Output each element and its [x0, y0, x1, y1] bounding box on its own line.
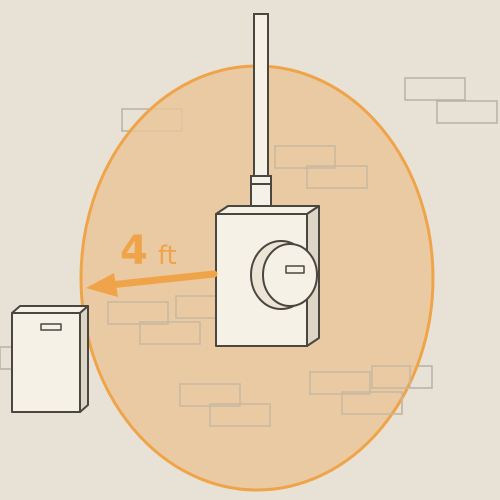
distance-label: 4 ft — [120, 228, 177, 274]
brick — [371, 365, 411, 389]
nearby-box-slot — [40, 323, 62, 331]
brick — [404, 77, 466, 101]
nearby-box — [11, 305, 89, 413]
brick — [209, 403, 271, 427]
distance-unit: ft — [158, 241, 177, 271]
brick — [341, 391, 403, 415]
conduit-pipe — [250, 13, 272, 207]
distance-arrow — [86, 270, 218, 297]
electric-meter — [215, 205, 320, 347]
brick — [309, 371, 371, 395]
brick — [274, 145, 336, 169]
meter-readout — [285, 265, 305, 274]
brick — [436, 100, 498, 124]
brick — [306, 165, 368, 189]
brick — [107, 301, 169, 325]
distance-value: 4 — [120, 228, 148, 274]
meter-dial — [262, 243, 318, 307]
brick — [139, 321, 201, 345]
